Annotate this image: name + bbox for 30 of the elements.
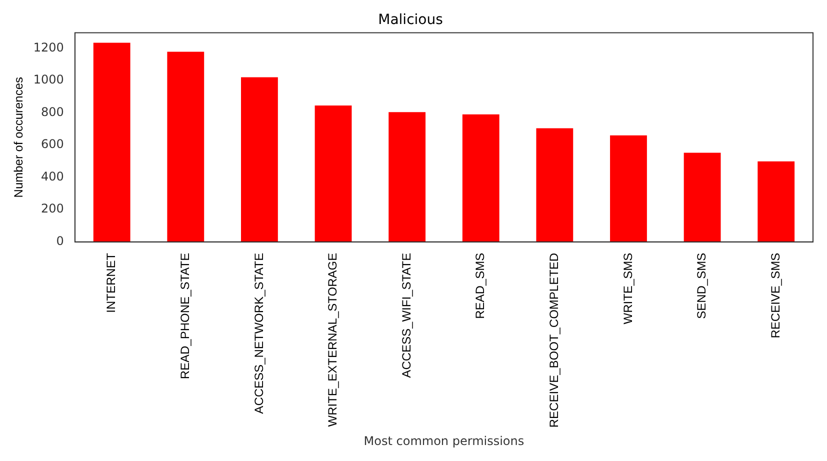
x-tick-label: ACCESS_WIFI_STATE bbox=[399, 252, 414, 378]
y-tick-label: 200 bbox=[41, 202, 64, 216]
bar bbox=[314, 105, 352, 242]
bar bbox=[241, 77, 278, 242]
bar bbox=[610, 135, 647, 242]
x-tick-label: SEND_SMS bbox=[694, 252, 709, 319]
bar bbox=[167, 52, 204, 242]
x-tick-label: WRITE_EXTERNAL_STORAGE bbox=[326, 252, 340, 427]
x-tick-label: RECEIVE_BOOT_COMPLETED bbox=[546, 252, 561, 428]
y-tick-label: 1200 bbox=[33, 40, 64, 54]
x-tick-label: INTERNET bbox=[104, 252, 118, 313]
chart-title: Malicious bbox=[378, 12, 443, 28]
y-tick-label: 600 bbox=[41, 137, 64, 152]
x-tick-label: READ_PHONE_STATE bbox=[178, 252, 192, 380]
y-tick-label: 1000 bbox=[33, 72, 64, 87]
bar bbox=[758, 161, 795, 242]
x-axis-title: Most common permissions bbox=[364, 434, 524, 448]
y-tick-label: 400 bbox=[41, 169, 64, 184]
y-tick-label: 800 bbox=[41, 104, 64, 119]
y-tick-label: 0 bbox=[56, 234, 64, 248]
bar bbox=[536, 128, 574, 242]
bar bbox=[462, 114, 500, 242]
bar bbox=[684, 152, 721, 242]
x-tick-label: WRITE_SMS bbox=[620, 252, 635, 324]
x-tick-label: ACCESS_NETWORK_STATE bbox=[252, 252, 266, 414]
bar bbox=[93, 42, 130, 242]
x-tick-label: RECEIVE_SMS bbox=[768, 252, 782, 338]
bar bbox=[388, 112, 426, 242]
y-axis-title: Number of occurences bbox=[12, 76, 26, 198]
x-tick-label: READ_SMS bbox=[473, 252, 488, 319]
